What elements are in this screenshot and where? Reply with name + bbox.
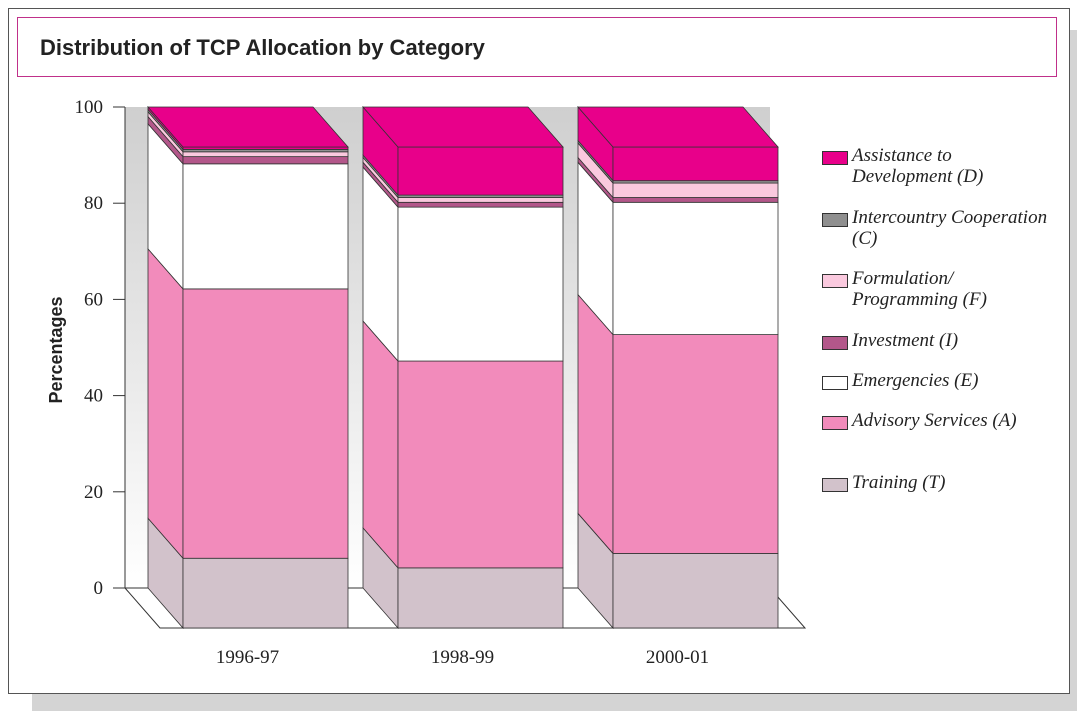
bar-top [147, 106, 349, 148]
y-tick-label: 80 [84, 193, 103, 214]
bar-segment [612, 553, 779, 629]
bar-segment [397, 201, 564, 208]
legend-swatch [822, 478, 848, 492]
legend-label: Assistance to Development (D) [852, 145, 984, 187]
legend-label: Advisory Services (A) [852, 410, 1017, 431]
bar-segment [397, 197, 564, 203]
legend-swatch [822, 274, 848, 288]
y-tick-label: 0 [94, 578, 104, 599]
bar-segment [182, 557, 349, 629]
legend-swatch [822, 151, 848, 165]
y-tick-label: 100 [75, 97, 104, 118]
bar-side [577, 293, 614, 555]
legend-swatch [822, 336, 848, 350]
legend-label: Formulation/ Programming (F) [852, 268, 987, 310]
bar-segment [612, 197, 779, 203]
bar-segment [397, 146, 564, 196]
bar-segment [182, 156, 349, 165]
legend-label: Training (T) [852, 472, 946, 493]
legend-swatch [822, 213, 848, 227]
y-tick-label: 60 [84, 289, 103, 310]
legend-label: Intercountry Cooperation (C) [852, 207, 1048, 249]
legend-swatch [822, 376, 848, 390]
x-tick-label: 1998-99 [431, 647, 494, 668]
legend-swatch [822, 416, 848, 430]
legend-label: Investment (I) [852, 330, 959, 351]
bar-segment [182, 288, 349, 559]
x-tick-label: 1996-97 [216, 647, 279, 668]
bar-segment [397, 360, 564, 569]
bar-segment [612, 146, 779, 182]
bar-segment [182, 163, 349, 290]
bar-segment [397, 206, 564, 362]
bar-top [362, 106, 564, 148]
bar-side [362, 319, 399, 569]
y-axis-label: Percentages [46, 296, 66, 403]
y-tick-label: 40 [84, 386, 103, 407]
bar-segment [612, 182, 779, 198]
bar-segment [397, 567, 564, 629]
x-tick-label: 2000-01 [646, 647, 709, 668]
bar-segment [612, 334, 779, 554]
legend-label: Emergencies (E) [852, 370, 979, 391]
bar-segment [182, 151, 349, 158]
bar-side [147, 247, 184, 560]
y-tick-label: 20 [84, 482, 103, 503]
bar-segment [612, 201, 779, 335]
chart-title: Distribution of TCP Allocation by Catego… [17, 17, 1057, 77]
bar-top [577, 106, 779, 148]
